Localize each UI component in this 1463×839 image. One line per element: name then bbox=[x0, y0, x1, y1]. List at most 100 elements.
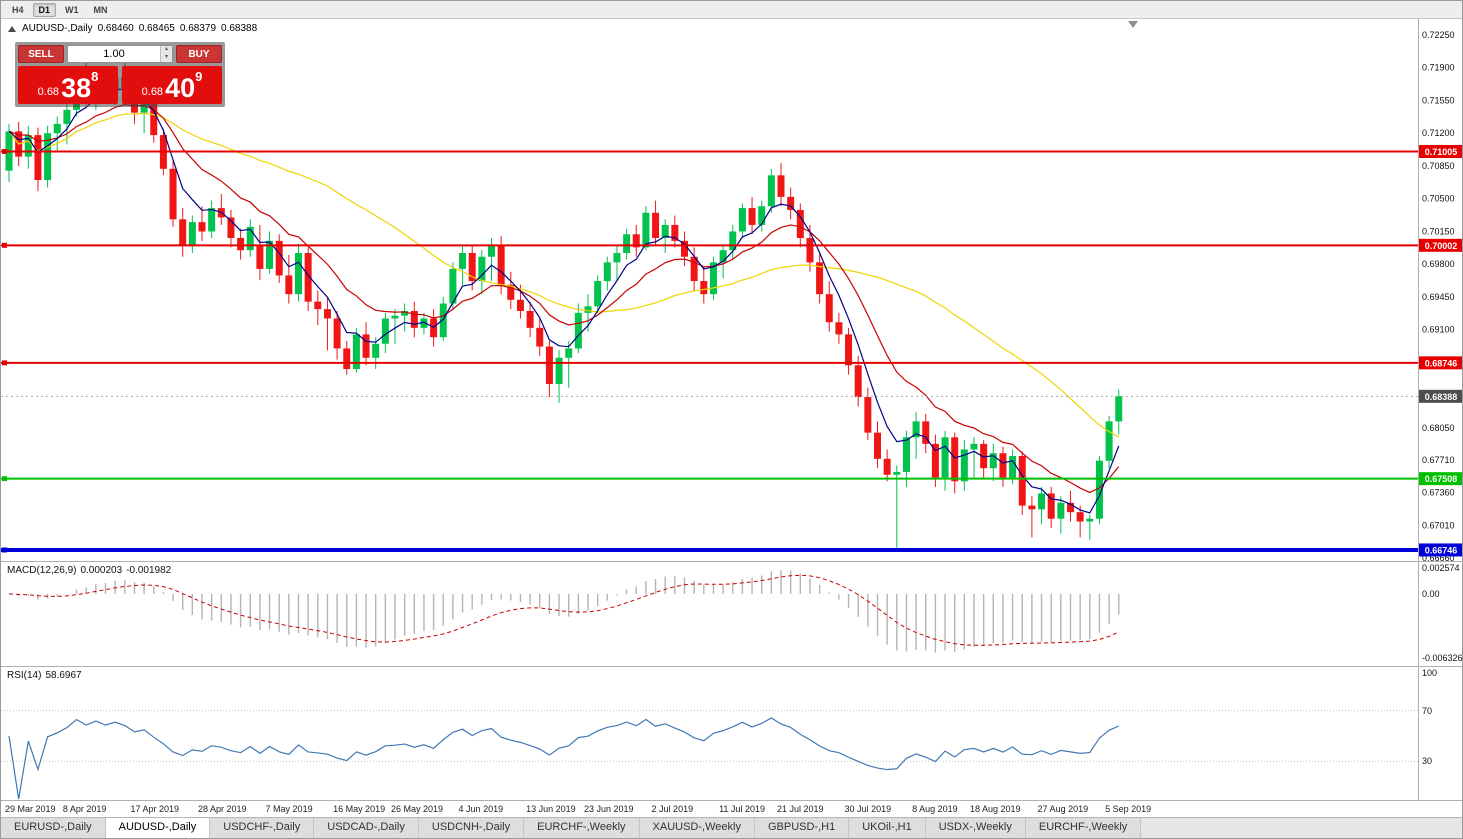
rsi-name: RSI(14) bbox=[7, 670, 42, 681]
candle-body bbox=[526, 311, 534, 328]
candle-body bbox=[854, 365, 862, 398]
quote-high: 0.68465 bbox=[138, 23, 175, 34]
candle-body bbox=[343, 348, 351, 370]
candle-body bbox=[34, 135, 42, 181]
price-tag bbox=[1419, 389, 1462, 403]
candle-body bbox=[970, 443, 978, 450]
candle-body bbox=[188, 222, 196, 246]
price-axis-label: 0.70500 bbox=[1422, 194, 1455, 204]
timeframe-button-w1[interactable]: W1 bbox=[59, 3, 85, 17]
price-axis-label: 0.70850 bbox=[1422, 161, 1455, 171]
candle-body bbox=[44, 133, 52, 181]
price-axis-label: 0.67360 bbox=[1422, 488, 1455, 498]
chart-tab-eurusd-daily[interactable]: EURUSD-,Daily bbox=[1, 818, 106, 838]
candle-body bbox=[603, 262, 611, 282]
date-axis-label: 16 May 2019 bbox=[333, 804, 385, 814]
volume-increase-icon[interactable]: ▴ bbox=[164, 46, 168, 52]
candle-body bbox=[1009, 456, 1017, 478]
candle-body bbox=[652, 212, 660, 239]
volume-decrease-icon[interactable]: ▾ bbox=[164, 54, 168, 60]
buy-button[interactable]: BUY bbox=[176, 45, 222, 63]
candle-body bbox=[333, 318, 341, 349]
timeframe-toolbar: H4 D1 W1 MN bbox=[1, 1, 1462, 19]
price-tag bbox=[1419, 543, 1462, 557]
candle-body bbox=[410, 311, 418, 328]
buy-price-button[interactable]: 0.68 40 9 bbox=[122, 66, 222, 104]
chart-tab-xauusd-weekly[interactable]: XAUUSD-,Weekly bbox=[639, 818, 755, 838]
volume-field[interactable]: 1.00 ▴ ▾ bbox=[67, 45, 173, 63]
candle-body bbox=[796, 209, 804, 239]
candle-body bbox=[729, 231, 737, 251]
candle-body bbox=[613, 252, 621, 263]
macd-value-signal: -0.001982 bbox=[126, 565, 172, 576]
candle-body bbox=[1057, 502, 1065, 519]
chart-tab-gbpusd-h1[interactable]: GBPUSD-,H1 bbox=[754, 818, 850, 838]
candle-body bbox=[468, 252, 476, 282]
candle-body bbox=[198, 222, 206, 232]
chart-tab-usdcnh-daily[interactable]: USDCNH-,Daily bbox=[418, 818, 525, 838]
macd-signal-line bbox=[8, 574, 1119, 646]
level-line-handle[interactable] bbox=[2, 148, 7, 154]
date-axis-label: 5 Sep 2019 bbox=[1105, 804, 1151, 814]
chart-tab-eurchf-weekly[interactable]: EURCHF-,Weekly bbox=[524, 818, 640, 838]
candle-body bbox=[478, 256, 486, 282]
candle-body bbox=[922, 421, 930, 444]
quote-open: 0.68460 bbox=[97, 23, 134, 34]
price-axis-label: 0.71550 bbox=[1422, 95, 1455, 105]
timeframe-button-h4[interactable]: H4 bbox=[6, 3, 30, 17]
candle-body bbox=[1038, 493, 1046, 510]
candle-body bbox=[401, 311, 409, 316]
date-axis-label: 30 Jul 2019 bbox=[845, 804, 892, 814]
level-line-handle[interactable] bbox=[2, 476, 7, 482]
candle-body bbox=[825, 294, 833, 323]
price-axis-label: 0.67710 bbox=[1422, 455, 1455, 465]
candle-body bbox=[227, 217, 235, 239]
chart-tab-audusd-daily[interactable]: AUDUSD-,Daily bbox=[105, 818, 211, 838]
price-axis-label: 0.68050 bbox=[1422, 423, 1455, 433]
chart-tab-usdx-weekly[interactable]: USDX-,Weekly bbox=[925, 818, 1026, 838]
date-axis-label: 29 Mar 2019 bbox=[5, 804, 56, 814]
candle-body bbox=[690, 256, 698, 282]
candle-body bbox=[874, 432, 881, 459]
candle-body bbox=[912, 421, 920, 438]
candle-body bbox=[806, 238, 814, 263]
level-line-handle[interactable] bbox=[2, 360, 7, 366]
rsi-axis-label: 100 bbox=[1422, 668, 1437, 678]
one-click-panel-toggle-icon[interactable] bbox=[8, 26, 16, 32]
candle-body bbox=[845, 334, 853, 366]
candle-body bbox=[24, 135, 32, 157]
chart-tab-ukoil-h1[interactable]: UKOil-,H1 bbox=[849, 818, 926, 838]
level-line-handle[interactable] bbox=[2, 547, 7, 553]
candle-body bbox=[449, 268, 457, 304]
price-axis-label: 0.70150 bbox=[1422, 226, 1455, 236]
sell-button[interactable]: SELL bbox=[18, 45, 64, 63]
chart-tab-eurchf-weekly[interactable]: EURCHF-,Weekly bbox=[1025, 818, 1142, 838]
date-axis-label: 8 Apr 2019 bbox=[63, 804, 107, 814]
candle-body bbox=[1047, 493, 1055, 519]
volume-value[interactable]: 1.00 bbox=[103, 48, 125, 60]
chart-shift-marker-icon[interactable] bbox=[1128, 21, 1138, 28]
timeframe-button-d1[interactable]: D1 bbox=[32, 2, 57, 17]
candle-body bbox=[169, 168, 177, 220]
candle-body bbox=[179, 219, 187, 246]
timeframe-button-mn[interactable]: MN bbox=[88, 3, 114, 17]
candle-body bbox=[1095, 460, 1103, 519]
date-axis-label: 7 May 2019 bbox=[266, 804, 313, 814]
candle-body bbox=[295, 252, 302, 295]
chart-tab-usdcad-daily[interactable]: USDCAD-,Daily bbox=[314, 818, 419, 838]
candle-body bbox=[816, 262, 824, 295]
chart-tab-usdchf-daily[interactable]: USDCHF-,Daily bbox=[210, 818, 315, 838]
buy-price-pip: 9 bbox=[195, 69, 203, 84]
level-line-handle[interactable] bbox=[2, 242, 7, 248]
candle-body bbox=[671, 224, 679, 241]
candle-body bbox=[584, 306, 592, 313]
candle-body bbox=[237, 238, 245, 251]
candle-body bbox=[536, 327, 544, 347]
sell-price-button[interactable]: 0.68 38 8 bbox=[18, 66, 118, 104]
price-tag bbox=[1419, 238, 1462, 252]
macd-axis-label: 0.00 bbox=[1422, 589, 1440, 599]
candle-body bbox=[835, 322, 843, 335]
candle-body bbox=[507, 284, 515, 300]
candle-body bbox=[574, 312, 582, 349]
